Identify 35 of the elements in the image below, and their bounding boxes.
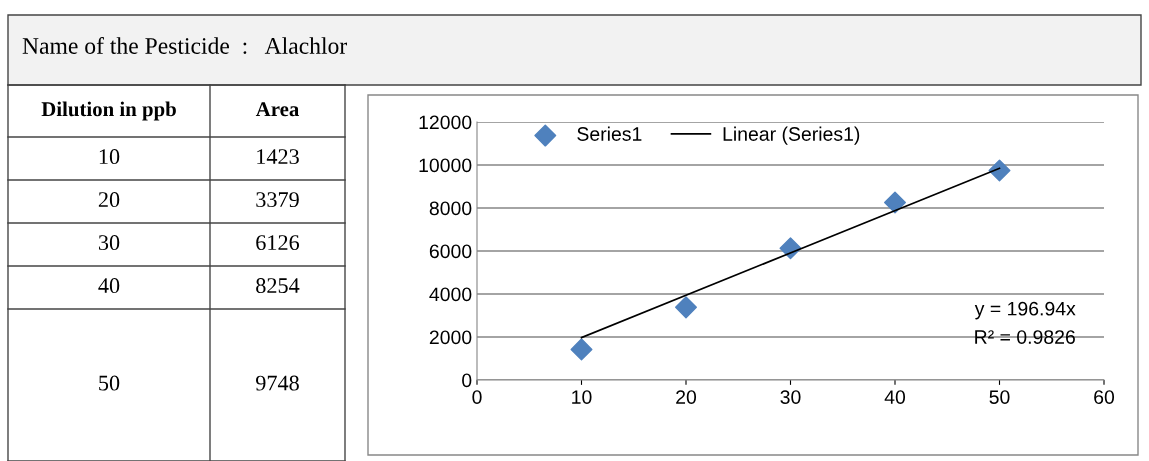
x-tick-label: 50	[989, 390, 1010, 404]
y-tick-label: 0	[462, 373, 472, 388]
point	[675, 296, 697, 319]
text: Name of the Pesticide : Alachlor	[22, 37, 348, 55]
text: 50	[99, 375, 120, 391]
text: 8254	[256, 278, 300, 294]
x-tick-label: 20	[676, 390, 697, 404]
x-tick-label: 0	[472, 390, 482, 404]
y-tick-label: 10000	[419, 158, 472, 173]
annotation: R² = 0.9826	[975, 330, 1075, 344]
point	[884, 191, 906, 214]
y-tick-label: 2000	[429, 330, 472, 345]
annotation: y = 196.94x	[974, 301, 1076, 320]
text: Area	[255, 102, 299, 117]
x-tick-label: 10	[572, 390, 592, 404]
text: 30	[98, 235, 120, 251]
text: Dilution in ppb	[41, 101, 176, 121]
text: 10	[99, 149, 120, 165]
text: 3379	[256, 192, 299, 208]
x-tick-label: 60	[1094, 390, 1115, 404]
x-tick-label: 40	[884, 390, 906, 404]
text: 6126	[256, 235, 300, 251]
y-tick-label: 12000	[419, 115, 472, 130]
point	[570, 338, 593, 361]
y-tick-label: 8000	[429, 201, 472, 216]
text: 20	[98, 192, 120, 208]
text: 40	[98, 278, 120, 294]
legend-label: Linear (Series1)	[723, 126, 860, 145]
y-tick-label: 6000	[429, 244, 472, 259]
y-tick-label: 4000	[429, 287, 472, 302]
text: 1423	[257, 149, 299, 165]
text: 9748	[255, 375, 299, 391]
point	[988, 159, 1011, 182]
legend-label: Series1	[577, 126, 642, 141]
x-tick-label: 30	[780, 390, 801, 404]
